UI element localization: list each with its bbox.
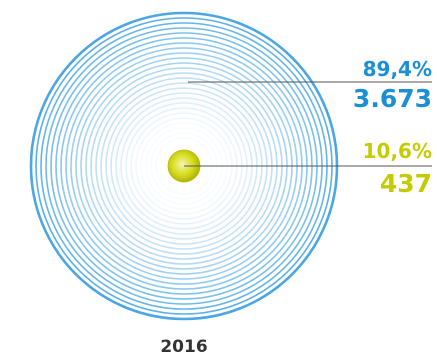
percent-label-blue: 89,4% — [363, 57, 432, 81]
year-label: 2016 — [160, 337, 207, 354]
count-label-yellow: 437 — [380, 169, 432, 198]
count-label-blue: 3.673 — [353, 84, 432, 113]
percent-label-yellow: 10,6% — [363, 139, 432, 163]
